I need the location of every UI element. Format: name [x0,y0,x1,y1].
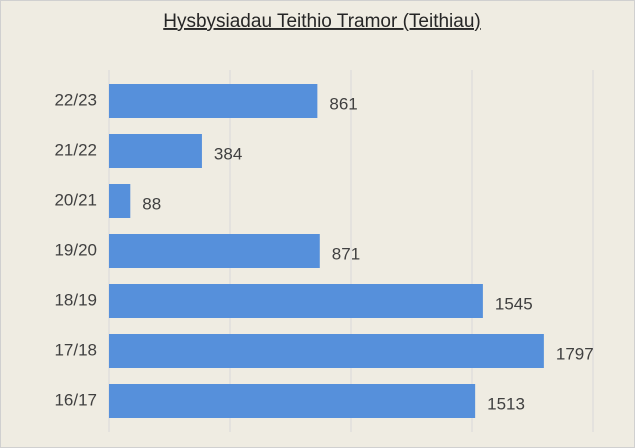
bar [109,384,476,418]
y-tick-label: 22/23 [54,90,97,109]
y-tick-label: 18/19 [54,290,97,309]
bar [109,134,202,168]
y-tick-label: 20/21 [54,190,97,209]
data-label: 384 [214,144,242,163]
bar [109,84,318,118]
data-label: 871 [332,244,360,263]
y-tick-label: 17/18 [54,340,97,359]
y-tick-label: 21/22 [54,140,97,159]
y-tick-label: 19/20 [54,240,97,259]
data-label: 1513 [487,394,525,413]
bar [109,284,483,318]
chart-title: Hysbysiadau Teithio Tramor (Teithiau) [163,11,481,32]
data-label: 1797 [556,344,594,363]
bar [109,184,131,218]
y-tick-label: 16/17 [54,390,97,409]
bar [109,334,544,368]
data-label: 861 [329,94,357,113]
bar [109,234,320,268]
data-label: 1545 [495,294,533,313]
data-label: 88 [142,194,161,213]
